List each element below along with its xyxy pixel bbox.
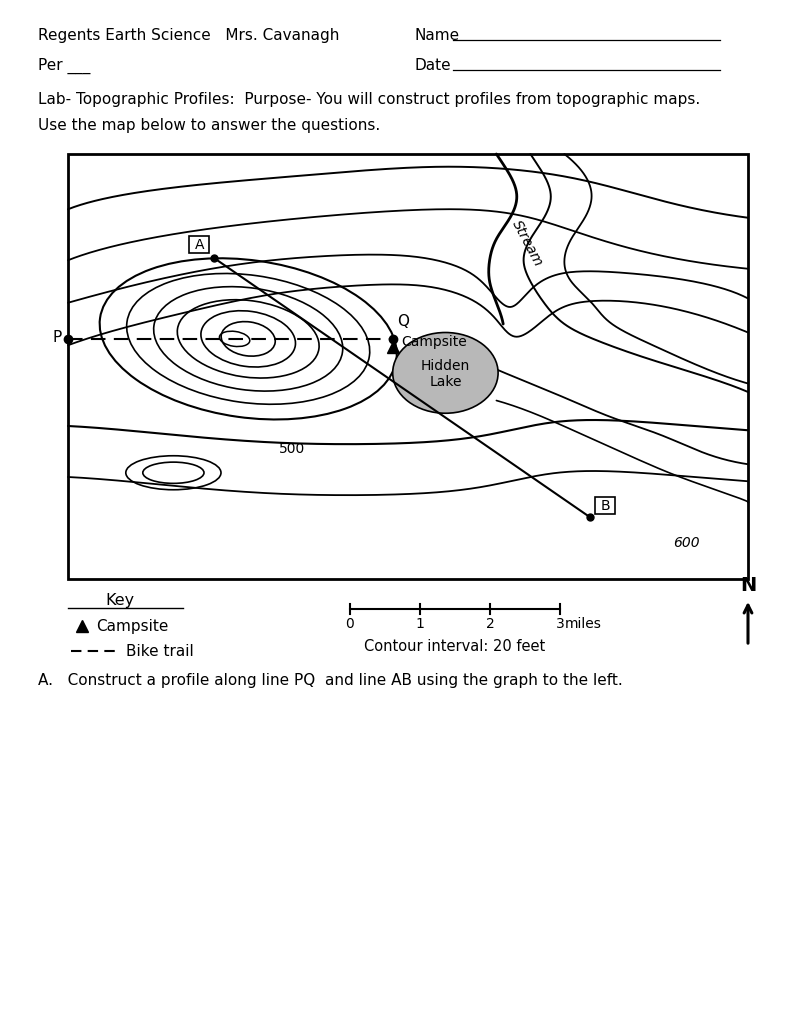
Text: Name: Name	[415, 28, 460, 43]
Text: Campsite: Campsite	[401, 336, 467, 349]
Text: 500: 500	[279, 442, 305, 457]
Text: 3: 3	[555, 617, 564, 631]
Text: Contour interval: 20 feet: Contour interval: 20 feet	[365, 639, 546, 654]
Text: Regents Earth Science   Mrs. Cavanagh: Regents Earth Science Mrs. Cavanagh	[38, 28, 339, 43]
Text: A.   Construct a profile along line PQ  and line AB using the graph to the left.: A. Construct a profile along line PQ and…	[38, 673, 623, 688]
Text: Campsite: Campsite	[96, 618, 168, 634]
Text: Bike trail: Bike trail	[126, 643, 194, 658]
Text: Lake: Lake	[430, 375, 462, 389]
Text: Lab- Topographic Profiles:  Purpose- You will construct profiles from topographi: Lab- Topographic Profiles: Purpose- You …	[38, 92, 700, 106]
Text: 2: 2	[486, 617, 494, 631]
Text: Date: Date	[415, 58, 452, 73]
Text: Q: Q	[397, 314, 409, 329]
Text: Key: Key	[105, 593, 134, 608]
Text: 1: 1	[415, 617, 425, 631]
Text: miles: miles	[565, 617, 602, 631]
Text: Use the map below to answer the questions.: Use the map below to answer the question…	[38, 118, 380, 133]
Text: B: B	[600, 500, 610, 513]
Text: A: A	[195, 239, 204, 252]
Text: 600: 600	[673, 536, 700, 550]
Text: Per ___: Per ___	[38, 58, 90, 74]
Text: 0: 0	[346, 617, 354, 631]
Text: Stream: Stream	[509, 218, 545, 269]
FancyBboxPatch shape	[596, 498, 615, 514]
Text: P: P	[53, 331, 62, 345]
Text: Hidden: Hidden	[421, 358, 470, 373]
Text: N: N	[740, 575, 756, 595]
Ellipse shape	[392, 333, 498, 414]
FancyBboxPatch shape	[189, 237, 209, 253]
